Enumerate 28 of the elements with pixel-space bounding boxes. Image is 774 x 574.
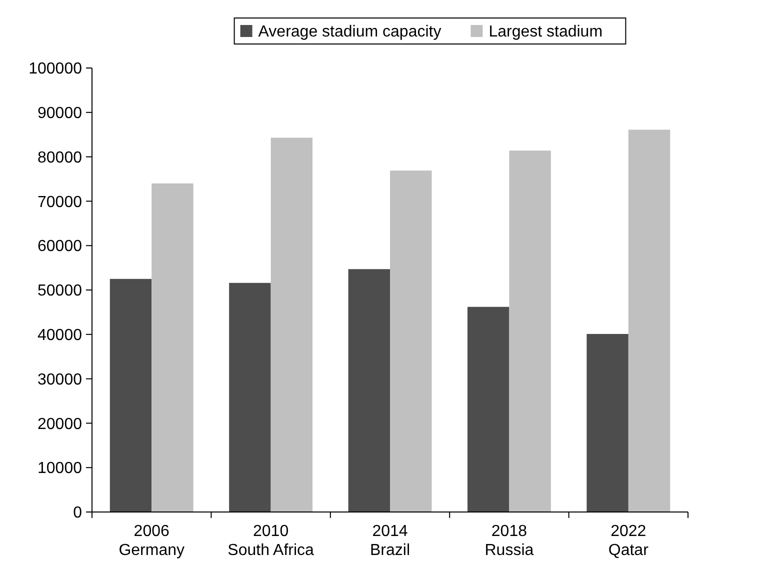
y-tick-label: 30000 [38, 371, 82, 388]
legend-label: Average stadium capacity [258, 24, 442, 41]
y-tick-label: 100000 [28, 60, 82, 78]
y-tick-label: 70000 [38, 194, 82, 211]
bar [270, 138, 313, 512]
legend-label: Largest stadium [488, 24, 603, 41]
y-tick-label: 10000 [38, 460, 82, 478]
y-tick-label: 60000 [38, 238, 82, 256]
y-tick-label: 40000 [38, 327, 82, 344]
y-tick-label: 90000 [38, 105, 82, 122]
bar [229, 282, 271, 512]
bar [390, 170, 432, 512]
bar [586, 334, 628, 512]
bar [348, 269, 390, 512]
y-tick-label: 50000 [38, 282, 82, 300]
y-tick-label: 20000 [38, 416, 82, 433]
y-tick-label: 0 [73, 504, 82, 522]
bar [467, 306, 510, 512]
x-tick-label: 2018 Russia [484, 523, 534, 559]
bar [110, 278, 152, 512]
bar [509, 150, 551, 512]
x-tick-label: 2022 Qatar [608, 523, 650, 559]
bar [152, 183, 194, 512]
x-tick-label: 2010 South Africa [228, 523, 314, 559]
x-tick-label: 2014 Brazil [370, 523, 410, 559]
x-tick-label: 2006 Germany [118, 523, 184, 559]
bar [628, 130, 670, 512]
y-tick-label: 80000 [38, 149, 82, 166]
